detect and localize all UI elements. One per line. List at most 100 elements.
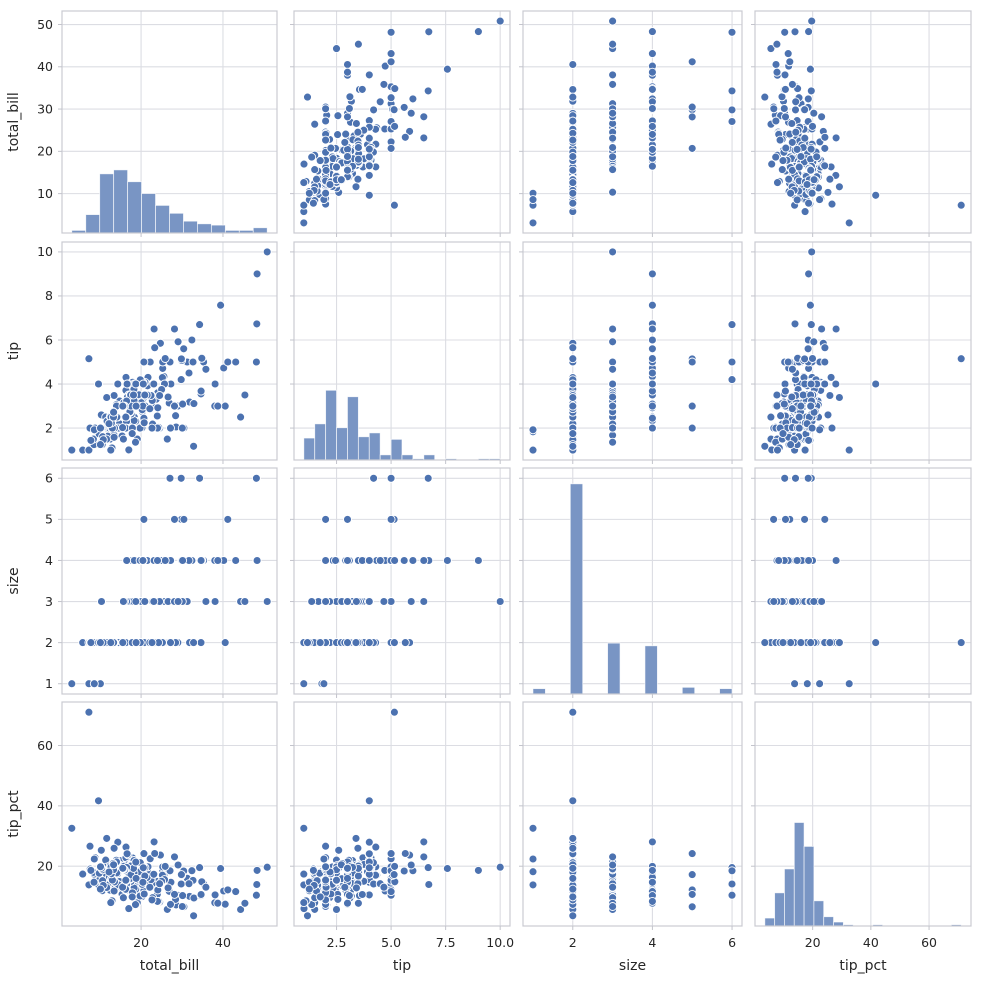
- data-point: [343, 165, 352, 175]
- panel-border: [293, 467, 511, 695]
- data-point: [423, 86, 433, 96]
- data-point: [139, 514, 149, 524]
- data-point: [343, 597, 352, 606]
- data-point: [825, 174, 835, 184]
- data-point: [423, 473, 433, 483]
- data-point: [184, 879, 194, 889]
- data-point: [166, 423, 175, 433]
- data-point: [791, 105, 800, 115]
- data-point: [160, 556, 170, 565]
- data-point: [127, 429, 137, 439]
- data-point: [104, 867, 114, 877]
- data-point: [333, 894, 343, 904]
- data-point: [343, 514, 352, 524]
- data-point: [341, 129, 351, 139]
- data-point: [189, 399, 199, 409]
- data-point: [389, 638, 399, 648]
- histogram-size: [532, 483, 733, 695]
- data-point: [568, 873, 578, 883]
- data-point: [568, 188, 578, 198]
- data-point: [89, 877, 99, 887]
- data-point: [815, 679, 825, 689]
- data-point: [804, 27, 814, 37]
- hist-bar: [390, 438, 403, 461]
- data-point: [568, 833, 578, 843]
- y-tick-label: 50: [37, 17, 53, 32]
- data-point: [804, 435, 814, 445]
- data-point: [424, 880, 434, 889]
- panel-border: [522, 10, 743, 234]
- data-point: [390, 84, 400, 94]
- data-point: [687, 401, 697, 411]
- data-point: [568, 796, 578, 806]
- data-point: [773, 445, 782, 455]
- data-point: [796, 401, 806, 411]
- data-point: [345, 92, 355, 102]
- data-point: [299, 159, 309, 169]
- data-point: [351, 883, 361, 893]
- data-point: [473, 27, 483, 37]
- data-point: [201, 597, 211, 606]
- hist-bar: [793, 822, 805, 927]
- data-point: [528, 425, 538, 435]
- data-point: [647, 423, 657, 433]
- panel-total_bill-vs-tip: [290, 10, 511, 237]
- data-point: [727, 105, 737, 115]
- data-point: [647, 27, 657, 37]
- data-point: [96, 845, 106, 855]
- data-point: [820, 143, 830, 153]
- data-point: [796, 638, 806, 648]
- data-point: [495, 862, 505, 872]
- data-point: [473, 865, 483, 875]
- data-point: [86, 638, 96, 648]
- panel-grid: [294, 468, 510, 694]
- histogram-tip: [303, 389, 501, 461]
- data-point: [351, 119, 361, 128]
- data-point: [176, 879, 186, 889]
- data-point: [399, 556, 409, 565]
- data-point: [140, 390, 150, 400]
- data-point: [231, 357, 241, 367]
- hist-bar: [681, 686, 696, 695]
- data-point: [189, 638, 199, 648]
- data-point: [778, 638, 788, 648]
- data-point: [364, 161, 374, 171]
- data-point: [67, 445, 77, 455]
- hist-bar: [368, 432, 381, 461]
- data-point: [647, 67, 657, 77]
- data-point: [131, 401, 141, 411]
- data-point: [178, 556, 188, 565]
- data-point: [608, 882, 618, 892]
- data-point: [364, 190, 374, 200]
- data-point: [807, 247, 817, 257]
- data-point: [528, 218, 538, 228]
- hist-bar: [379, 454, 392, 461]
- data-point: [353, 143, 363, 152]
- hist-bar: [347, 396, 359, 461]
- data-point: [568, 884, 578, 894]
- data-point: [375, 97, 385, 107]
- data-point: [179, 514, 189, 524]
- data-point: [139, 357, 149, 367]
- data-point: [139, 849, 149, 859]
- data-point: [351, 182, 361, 192]
- panel-border: [61, 241, 278, 461]
- data-point: [820, 161, 830, 171]
- x-tick-label: 4: [648, 935, 656, 950]
- data-point: [871, 190, 881, 200]
- panel-grid: [755, 702, 971, 926]
- data-point: [149, 379, 159, 389]
- data-point: [408, 556, 418, 565]
- panel-border: [754, 701, 972, 927]
- data-point: [310, 119, 320, 129]
- data-point: [647, 837, 657, 847]
- data-point: [792, 556, 802, 565]
- data-point: [727, 890, 737, 900]
- data-point: [687, 889, 697, 899]
- data-point: [495, 597, 505, 606]
- data-point: [568, 135, 578, 145]
- data-point: [805, 300, 815, 310]
- data-point: [104, 419, 114, 429]
- data-point: [568, 92, 578, 102]
- data-point: [357, 84, 367, 94]
